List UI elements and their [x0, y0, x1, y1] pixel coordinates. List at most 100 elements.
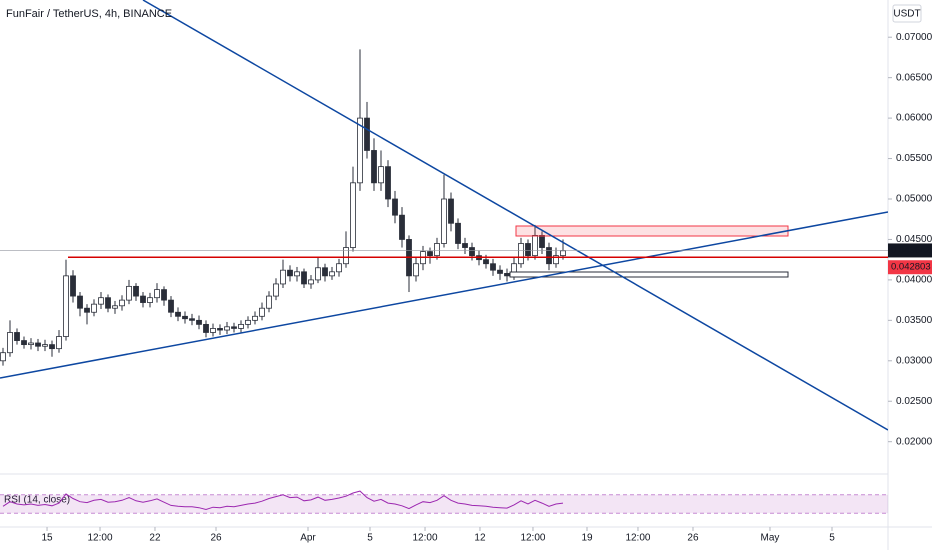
candle-body	[504, 273, 510, 277]
x-tick-label: 22	[149, 533, 161, 544]
candle-body	[112, 305, 118, 309]
candle-body	[364, 117, 370, 151]
candle-body	[315, 267, 321, 281]
candle-body	[7, 332, 13, 354]
candle-body	[21, 340, 27, 346]
candle-body	[308, 279, 314, 285]
candle-body	[77, 295, 83, 309]
candle-body	[217, 328, 223, 331]
candle-body	[539, 235, 545, 248]
candle-body	[483, 259, 489, 265]
candle-body	[280, 269, 286, 285]
trendline-up	[0, 211, 888, 379]
candle-body	[385, 166, 391, 200]
plot-area	[0, 49, 566, 366]
candle-body	[273, 283, 279, 297]
candle-body	[119, 299, 125, 307]
candle-body	[413, 263, 419, 277]
candle-body	[399, 214, 405, 240]
candle-body	[203, 323, 209, 333]
x-tick-label: 26	[687, 533, 699, 544]
candle-body	[175, 311, 181, 317]
x-tick-label: 12:00	[88, 533, 113, 544]
candle-body	[91, 303, 97, 313]
candle-body	[525, 243, 531, 257]
candle-body	[427, 251, 433, 257]
candle-body	[490, 263, 496, 271]
candle-body	[49, 344, 55, 350]
x-tick-label: 12:00	[413, 533, 438, 544]
candle-body	[161, 289, 167, 301]
support-zone	[509, 271, 789, 278]
rsi-label: RSI (14, close)	[4, 495, 70, 506]
candle-body	[301, 271, 307, 285]
candle-body	[357, 117, 363, 184]
candle-body	[329, 271, 335, 277]
candle-body	[518, 243, 524, 265]
candle-body	[105, 297, 111, 309]
candle-body	[497, 269, 503, 274]
chart-title: FunFair / TetherUS, 4h, BINANCE	[6, 8, 172, 20]
candle-body	[133, 285, 139, 297]
candle-body	[287, 269, 293, 277]
last-price-box	[888, 243, 932, 258]
candle-body	[28, 342, 34, 346]
candle-body	[238, 323, 244, 329]
level-price-label: 0.042803	[891, 262, 931, 273]
candle-body	[126, 285, 132, 301]
y-tick-label: 0.020000	[896, 436, 932, 447]
candle-body	[224, 326, 230, 331]
level-price-box	[888, 260, 932, 275]
x-tick-label: 12:00	[625, 533, 650, 544]
x-tick-label: 15	[41, 533, 53, 544]
resistance-zone	[515, 225, 789, 237]
candle-body	[245, 319, 251, 325]
candle-body	[210, 328, 216, 333]
candle-body	[0, 352, 6, 362]
x-tick-label: 12:00	[520, 533, 545, 544]
currency-box[interactable]	[892, 4, 922, 23]
candle-body	[259, 307, 265, 317]
x-tick-label: 5	[367, 533, 373, 544]
candle-body	[553, 255, 559, 265]
candle-body	[168, 299, 174, 313]
candle-body	[84, 307, 90, 313]
candle-body	[63, 275, 69, 337]
x-tick-label: Apr	[300, 533, 316, 544]
candle-body	[231, 326, 237, 329]
candle-body	[392, 198, 398, 216]
x-tick-label: 12	[474, 533, 486, 544]
candle-body	[434, 243, 440, 257]
x-tick-label: 26	[210, 533, 222, 544]
candle-body	[140, 295, 146, 303]
rsi-line	[2, 490, 564, 511]
candle-body	[350, 182, 356, 248]
drawings	[0, 0, 888, 431]
candle-body	[546, 247, 552, 265]
candle-body	[532, 235, 538, 257]
candle-body	[42, 344, 48, 347]
candle-body	[378, 166, 384, 184]
candle-body	[441, 198, 447, 244]
candle-body	[14, 332, 20, 341]
candle-body	[70, 275, 76, 297]
candle-body	[98, 297, 104, 305]
candle-body	[294, 271, 300, 277]
candle-body	[560, 250, 566, 257]
rsi-band	[0, 494, 888, 514]
candle-body	[448, 198, 454, 224]
currency: USDT	[893, 9, 920, 20]
candle-body	[56, 336, 62, 350]
candle-body	[371, 150, 377, 184]
candle-body	[154, 289, 160, 299]
